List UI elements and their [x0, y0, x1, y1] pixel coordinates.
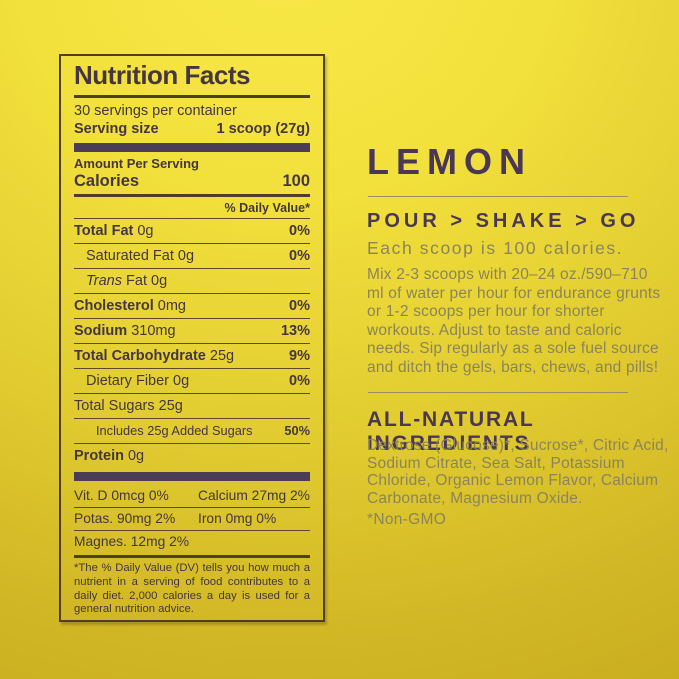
nutrient-row-cholesterol: Cholesterol 0mg 0%	[74, 293, 310, 318]
micronutrient-row: Vit. D 0mcg 0% Calcium 27mg 2%	[74, 488, 310, 503]
calories-label: Calories	[74, 172, 140, 190]
thick-divider-bar	[74, 143, 310, 152]
servings-per-container: 30 servings per container	[74, 103, 237, 119]
nutrient-row-total-carbohydrate: Total Carbohydrate 25g 9%	[74, 343, 310, 368]
nutrient-row-protein: Protein 0g	[74, 443, 310, 468]
calories-row: Calories 100	[74, 171, 310, 197]
thick-divider-bar	[74, 472, 310, 481]
nutrient-row-saturated-fat: Saturated Fat 0g 0%	[74, 243, 310, 268]
nutrient-row-added-sugars: Includes 25g Added Sugars 50%	[74, 418, 310, 443]
usage-instructions: Mix 2-3 scoops with 20–24 oz./590–710 ml…	[367, 266, 661, 376]
daily-value-footnote: *The % Daily Value (DV) tells you how mu…	[74, 555, 310, 617]
ingredients-list: Dextrose (Glucose)*, Sucrose*, Citric Ac…	[367, 437, 669, 507]
divider-line	[368, 196, 628, 197]
nutrient-row-trans-fat: Trans Fat 0g	[74, 268, 310, 293]
serving-size-row: Serving size 1 scoop (27g)	[74, 120, 310, 139]
nutrient-row-sodium: Sodium 310mg 13%	[74, 318, 310, 343]
daily-value-header: % Daily Value*	[224, 201, 310, 215]
micronutrient-row: Potas. 90mg 2% Iron 0mg 0%	[74, 507, 310, 530]
nutrition-facts-title: Nutrition Facts	[74, 60, 310, 98]
serving-size-value: 1 scoop (27g)	[216, 121, 310, 137]
nutrient-row-total-sugars: Total Sugars 25g	[74, 393, 310, 418]
ingredients-heading: ALL-NATURAL INGREDIENTS	[367, 408, 535, 455]
serving-size-label: Serving size	[74, 121, 159, 137]
nutrient-row-dietary-fiber: Dietary Fiber 0g 0%	[74, 368, 310, 393]
amount-per-serving-label: Amount Per Serving	[74, 156, 199, 171]
micronutrient-row: Magnes. 12mg 2%	[74, 530, 310, 553]
usage-subheading: Each scoop is 100 calories.	[367, 238, 624, 258]
micronutrients-table: Vit. D 0mcg 0% Calcium 27mg 2% Potas. 90…	[74, 485, 310, 553]
divider-line	[368, 392, 628, 393]
usage-heading: POUR > SHAKE > GO	[367, 210, 640, 232]
nutrition-facts-panel: Nutrition Facts 30 servings per containe…	[59, 54, 325, 622]
non-gmo-note: *Non-GMO	[367, 511, 447, 528]
nutrient-row-total-fat: Total Fat 0g 0%	[74, 218, 310, 243]
flavor-name: LEMON	[367, 141, 532, 182]
calories-value: 100	[282, 172, 310, 190]
